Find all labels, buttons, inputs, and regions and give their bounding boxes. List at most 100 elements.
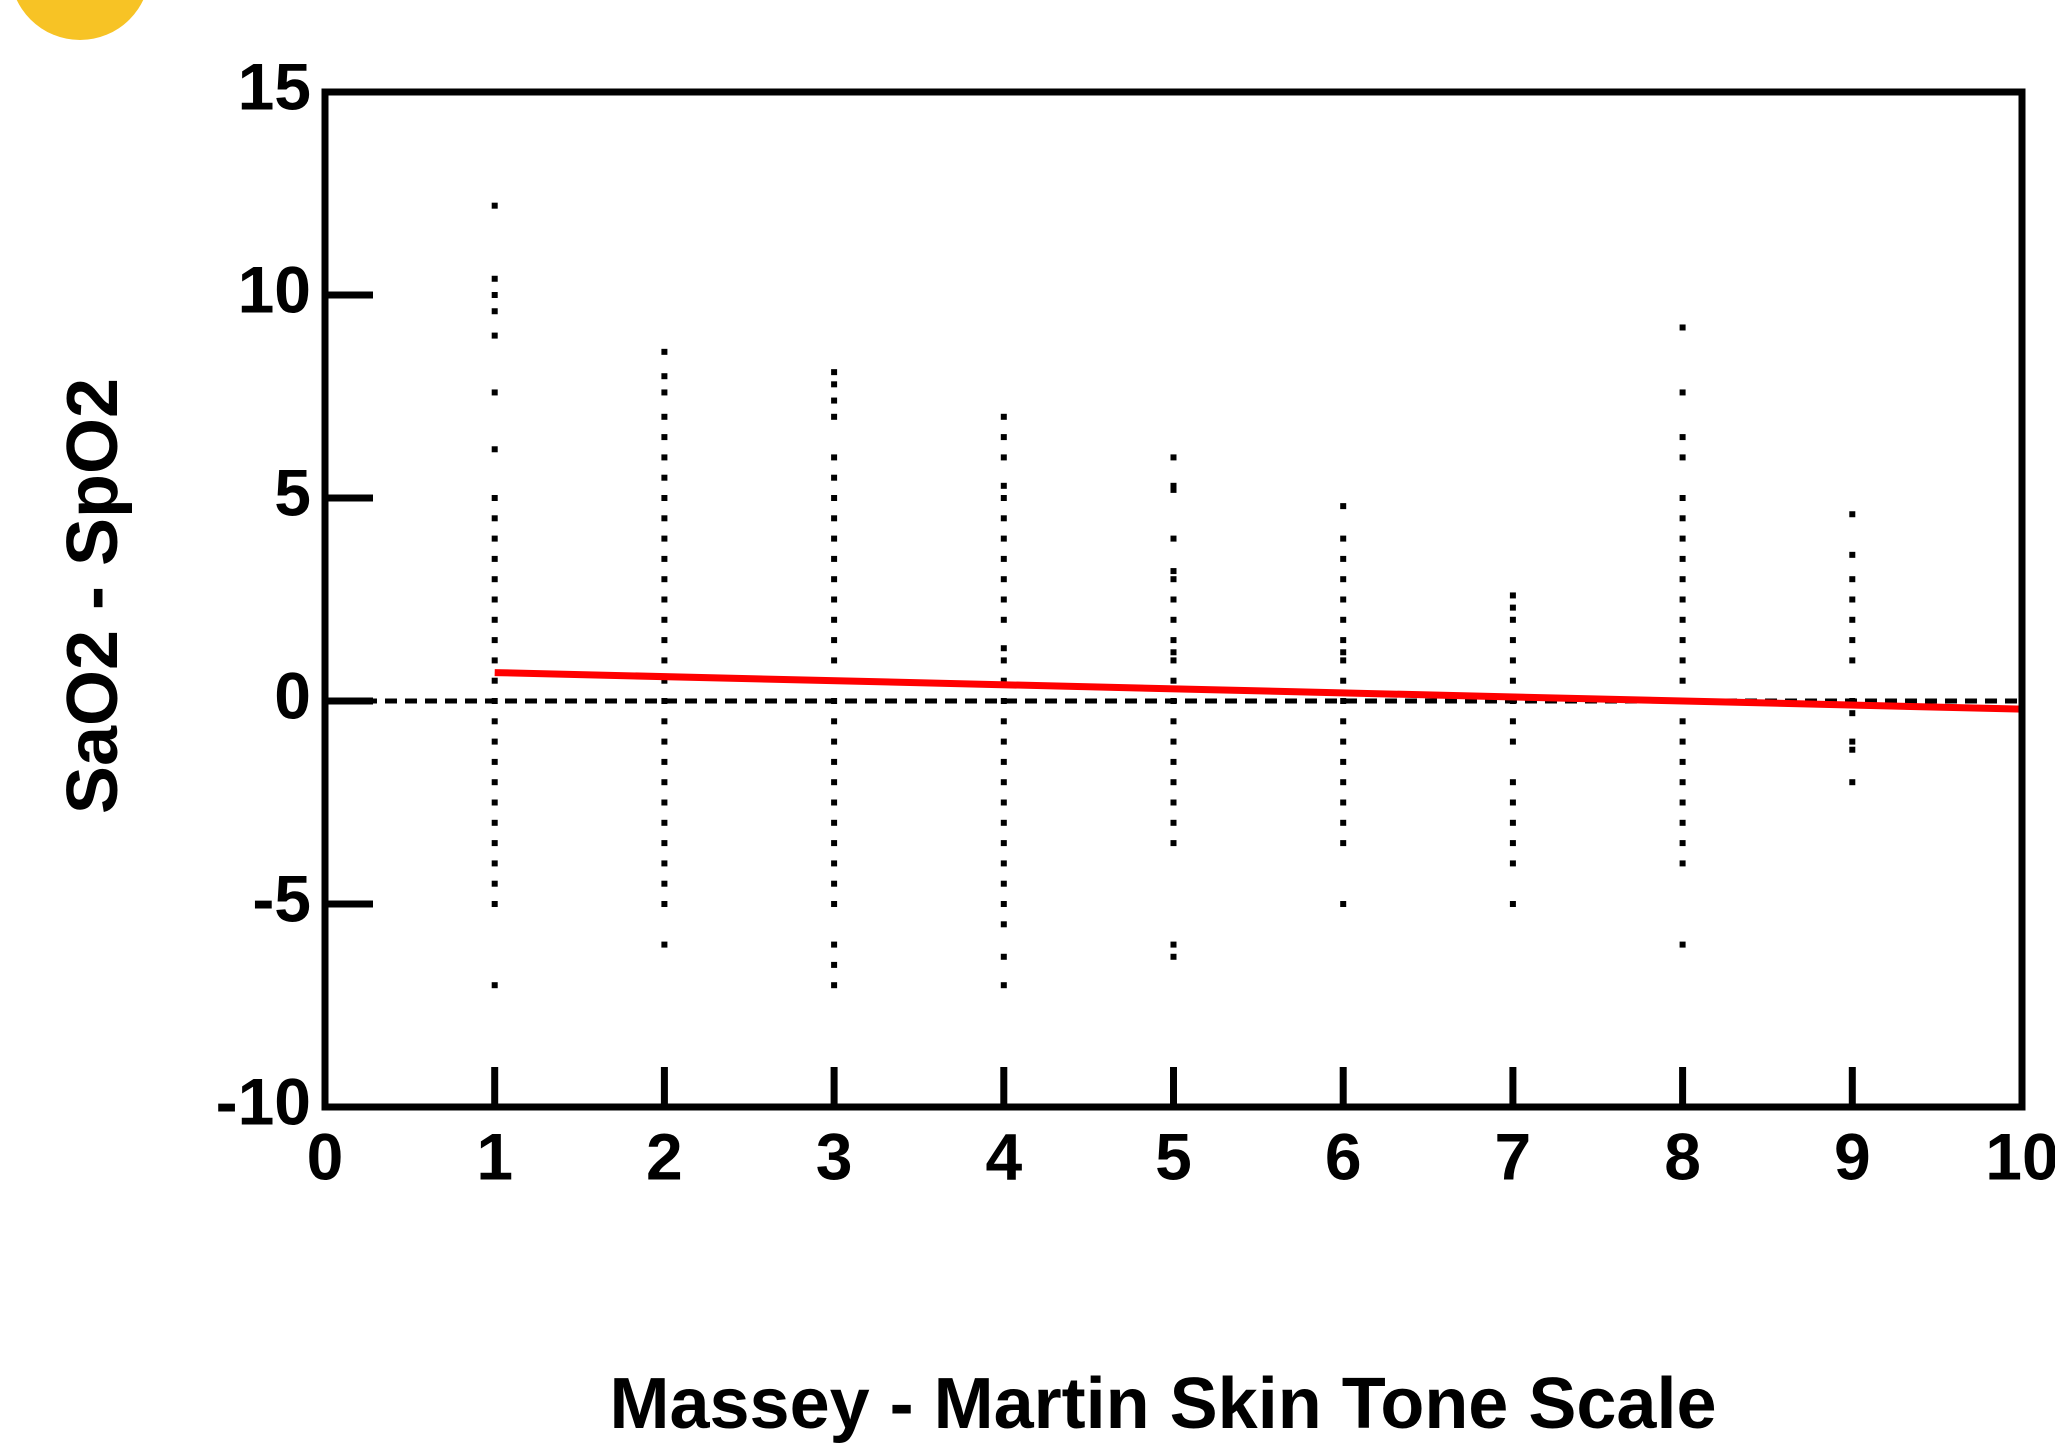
point: [1170, 840, 1177, 847]
point: [1000, 515, 1007, 522]
point: [1849, 738, 1856, 745]
point: [1679, 535, 1686, 542]
point: [1509, 604, 1516, 611]
point: [1000, 677, 1007, 684]
point: [831, 758, 838, 765]
point: [1170, 718, 1177, 725]
point: [1679, 576, 1686, 583]
point: [1000, 901, 1007, 907]
point: [1509, 819, 1516, 826]
point: [661, 941, 668, 948]
point: [1509, 657, 1516, 664]
point: [1000, 645, 1007, 652]
point: [1340, 503, 1347, 510]
point: [1000, 819, 1007, 826]
point: [831, 637, 838, 644]
point: [1340, 840, 1347, 847]
point: [1000, 718, 1007, 725]
point: [491, 718, 498, 725]
point: [1170, 657, 1177, 664]
point: [1170, 941, 1177, 948]
point: [1340, 657, 1347, 664]
point: [831, 454, 838, 461]
point: [491, 738, 498, 745]
point: [661, 373, 668, 380]
point: [1000, 953, 1007, 960]
point: [831, 616, 838, 623]
point: [491, 616, 498, 623]
point: [1170, 758, 1177, 765]
point: [661, 779, 668, 786]
point: [1679, 758, 1686, 765]
x-tick-label: 5: [1155, 1119, 1192, 1193]
point: [1170, 486, 1177, 493]
point: [661, 389, 668, 396]
point: [491, 202, 498, 209]
point: [491, 677, 498, 684]
point: [491, 698, 498, 704]
point: [1679, 596, 1686, 603]
point: [661, 657, 668, 664]
point: [491, 515, 498, 522]
x-tick-label: 1: [476, 1119, 513, 1193]
point: [831, 880, 838, 887]
point: [1679, 677, 1686, 684]
fit-line: [494, 669, 2023, 713]
point: [831, 799, 838, 806]
point: [1170, 649, 1177, 656]
point: [1509, 840, 1516, 847]
point: [491, 799, 498, 806]
point: [1000, 434, 1007, 441]
y-tick-label: 15: [238, 49, 311, 123]
point: [831, 779, 838, 786]
point: [831, 718, 838, 725]
point: [661, 596, 668, 603]
point: [491, 596, 498, 603]
point: [1000, 576, 1007, 583]
point: [1679, 637, 1686, 644]
point: [1849, 637, 1856, 644]
point: [1000, 860, 1007, 867]
point: [1340, 779, 1347, 786]
point: [831, 982, 838, 989]
point: [1340, 616, 1347, 623]
point: [1000, 982, 1007, 989]
point: [1170, 953, 1177, 960]
point: [1679, 840, 1686, 847]
point: [661, 413, 668, 420]
point: [491, 779, 498, 786]
point: [1340, 555, 1347, 562]
point: [1509, 718, 1516, 725]
point: [1000, 616, 1007, 623]
point: [831, 860, 838, 867]
point: [491, 819, 498, 826]
point: [661, 840, 668, 847]
point: [1679, 941, 1686, 948]
point: [1509, 637, 1516, 644]
point: [491, 576, 498, 583]
point: [1509, 738, 1516, 745]
point: [1170, 616, 1177, 623]
point: [1340, 901, 1347, 907]
point: [1679, 718, 1686, 725]
point: [491, 840, 498, 847]
point: [1849, 576, 1856, 583]
x-tick-label: 6: [1325, 1119, 1362, 1193]
point: [1509, 592, 1516, 599]
point: [661, 677, 668, 684]
point: [491, 901, 498, 907]
point: [661, 698, 668, 704]
point: [831, 941, 838, 948]
point: [1170, 799, 1177, 806]
point: [831, 657, 838, 664]
point: [1170, 779, 1177, 786]
point: [1170, 535, 1177, 542]
y-tick-label: -5: [252, 861, 311, 935]
point: [661, 738, 668, 745]
point: [1170, 568, 1177, 575]
point: [491, 389, 498, 396]
point: [1679, 657, 1686, 664]
y-tick-label: 5: [274, 455, 311, 529]
point: [1000, 799, 1007, 806]
